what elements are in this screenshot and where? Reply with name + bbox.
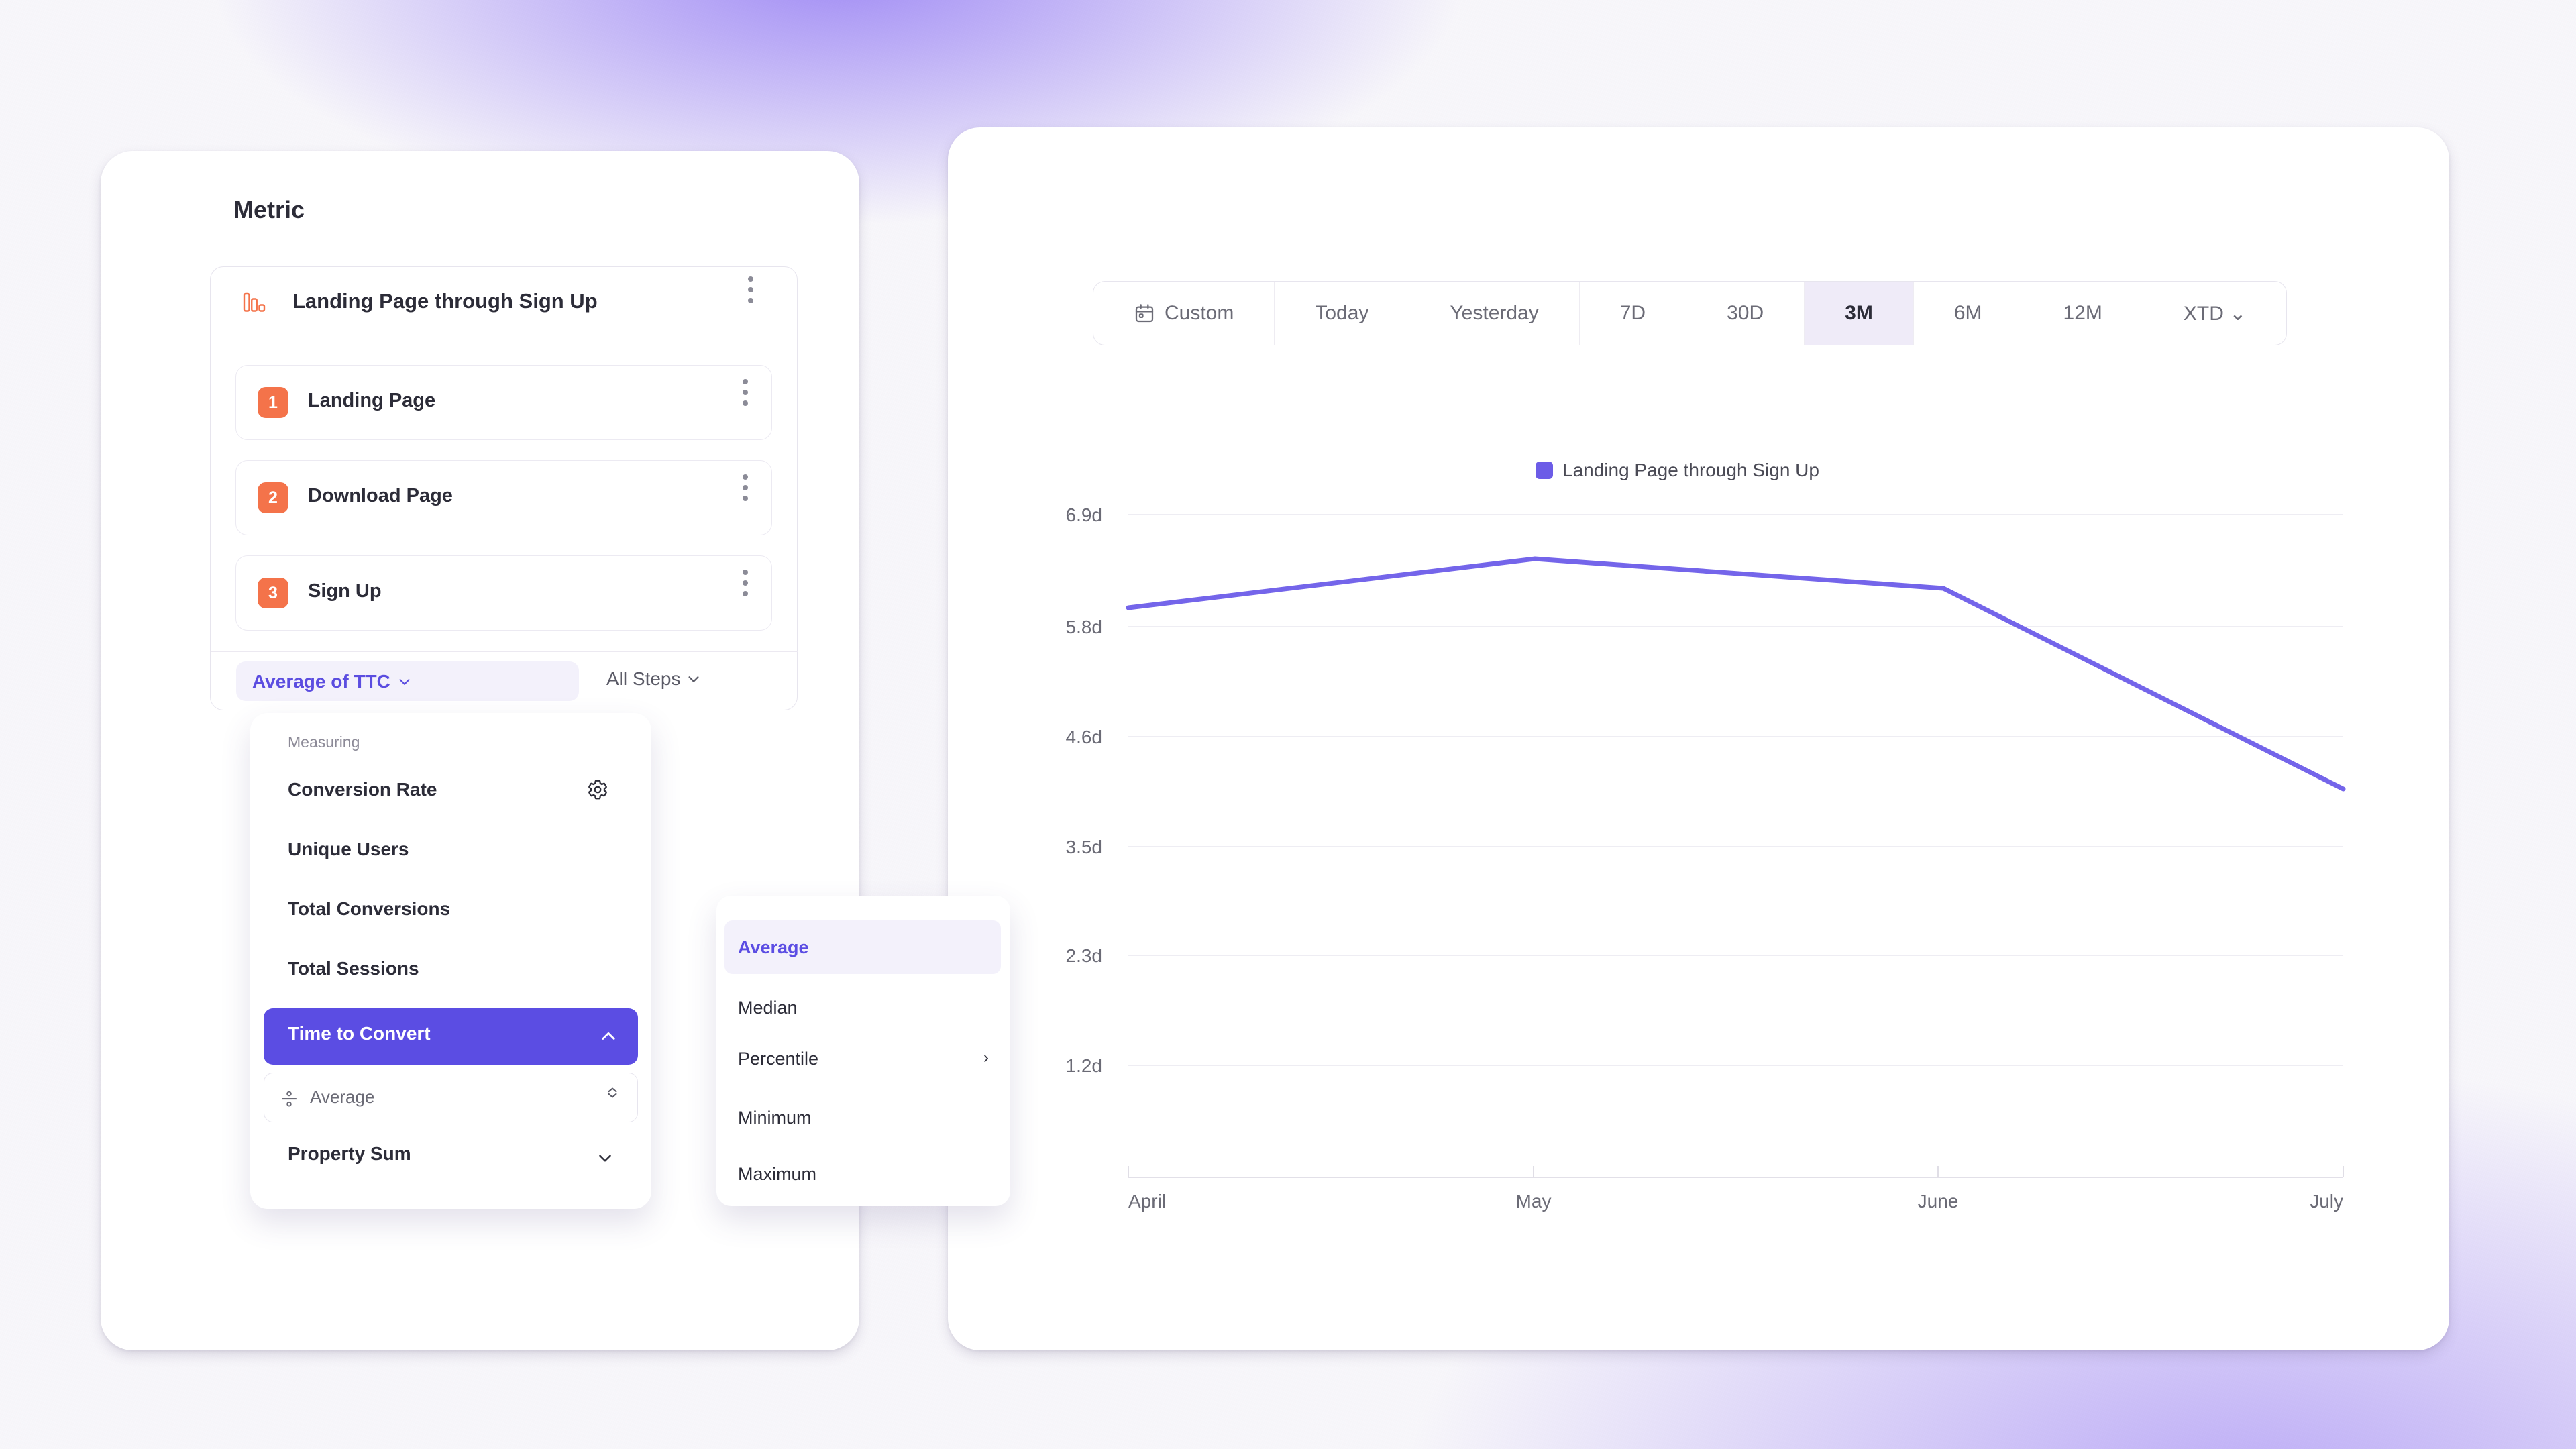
svg-text:June: June (1918, 1191, 1959, 1212)
svg-text:April: April (1128, 1191, 1166, 1212)
svg-text:2.3d: 2.3d (1066, 945, 1103, 966)
svg-text:May: May (1516, 1191, 1552, 1212)
svg-text:5.8d: 5.8d (1066, 616, 1103, 637)
svg-text:6.9d: 6.9d (1066, 504, 1103, 525)
svg-text:4.6d: 4.6d (1066, 727, 1103, 747)
svg-text:1.2d: 1.2d (1066, 1055, 1103, 1076)
svg-text:3.5d: 3.5d (1066, 837, 1103, 857)
svg-text:July: July (2310, 1191, 2343, 1212)
